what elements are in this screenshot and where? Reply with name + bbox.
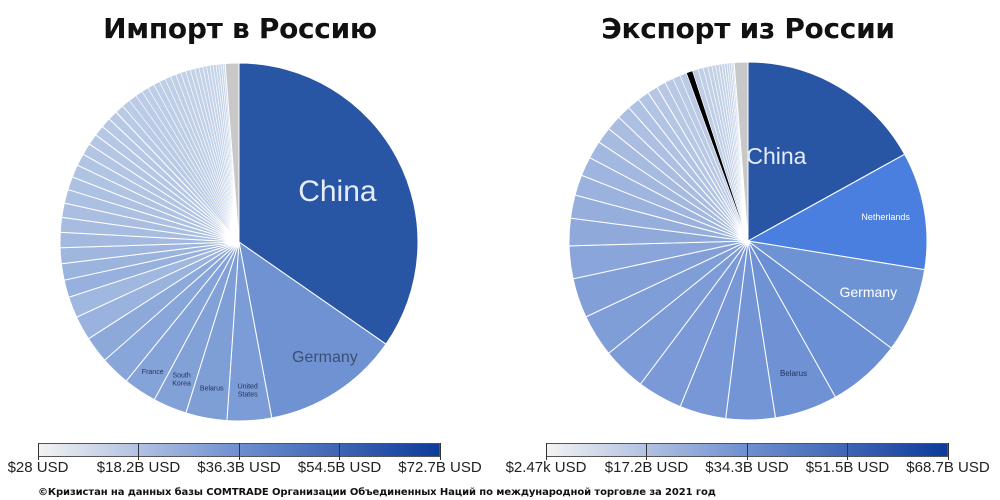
source-footnote: ©Кризистан на данных базы COMTRADE Орган…	[38, 487, 716, 498]
import-label-belarus: Belarus	[200, 386, 224, 393]
import-scale-tick-label: $72.7B USD	[398, 459, 482, 476]
import-scale-tick-label: $18.2B USD	[96, 459, 181, 476]
export-chart-panel: Экспорт из России China Netherlands German…	[505, 0, 990, 480]
export-slice-41	[733, 61, 749, 242]
import-label-south-korea: South Korea	[172, 372, 191, 387]
export-label-germany: Germany	[840, 284, 898, 300]
export-slice-china	[747, 61, 906, 242]
import-slice-china	[238, 62, 419, 345]
import-slice-49	[224, 62, 240, 243]
import-label-france: France	[142, 369, 164, 376]
import-label-china: China	[298, 175, 377, 208]
export-scale-tick-label: $17.2B USD	[604, 459, 689, 476]
import-scale-tick	[138, 443, 139, 460]
import-scale-tick-label: $36.3B USD	[197, 459, 281, 476]
import-scale-tick	[439, 443, 441, 460]
import-scale-tick	[339, 443, 340, 460]
import-slice-germany	[238, 240, 387, 419]
import-scale-tick-label: $28 USD	[7, 459, 69, 476]
export-scale-tick-label: $51.5B USD	[805, 459, 890, 476]
export-scale-tick	[646, 443, 647, 460]
export-label-belarus: Belarus	[780, 369, 807, 378]
export-scale-tick	[847, 443, 848, 460]
export-slice-netherlands	[746, 153, 928, 271]
export-label-china: China	[746, 143, 806, 169]
export-scale-tick-label: $34.3B USD	[705, 459, 789, 476]
import-label-united-states: United States	[238, 384, 259, 399]
import-scale-tick	[37, 443, 39, 460]
import-chart-panel: Импорт в Россию China Germany United States…	[0, 0, 482, 480]
export-scale-tick	[746, 443, 748, 460]
import-scale-tick	[238, 443, 240, 460]
export-pie-chart: China Netherlands Germany Belarus	[568, 61, 928, 421]
export-scale-tick	[545, 443, 547, 460]
import-pie-chart: China Germany United States Belarus South Kore…	[59, 62, 419, 422]
import-scale-tick-label: $54.5B USD	[297, 459, 382, 476]
export-scale-tick-label: $68.7B USD	[906, 459, 990, 476]
export-scale-tick-label: $2.47k USD	[505, 459, 587, 476]
import-label-germany: Germany	[292, 349, 358, 366]
export-label-netherlands: Netherlands	[861, 212, 910, 222]
export-chart-title: Экспорт из России	[601, 12, 895, 45]
export-scale-tick	[947, 443, 949, 460]
import-chart-title: Импорт в Россию	[103, 12, 377, 45]
